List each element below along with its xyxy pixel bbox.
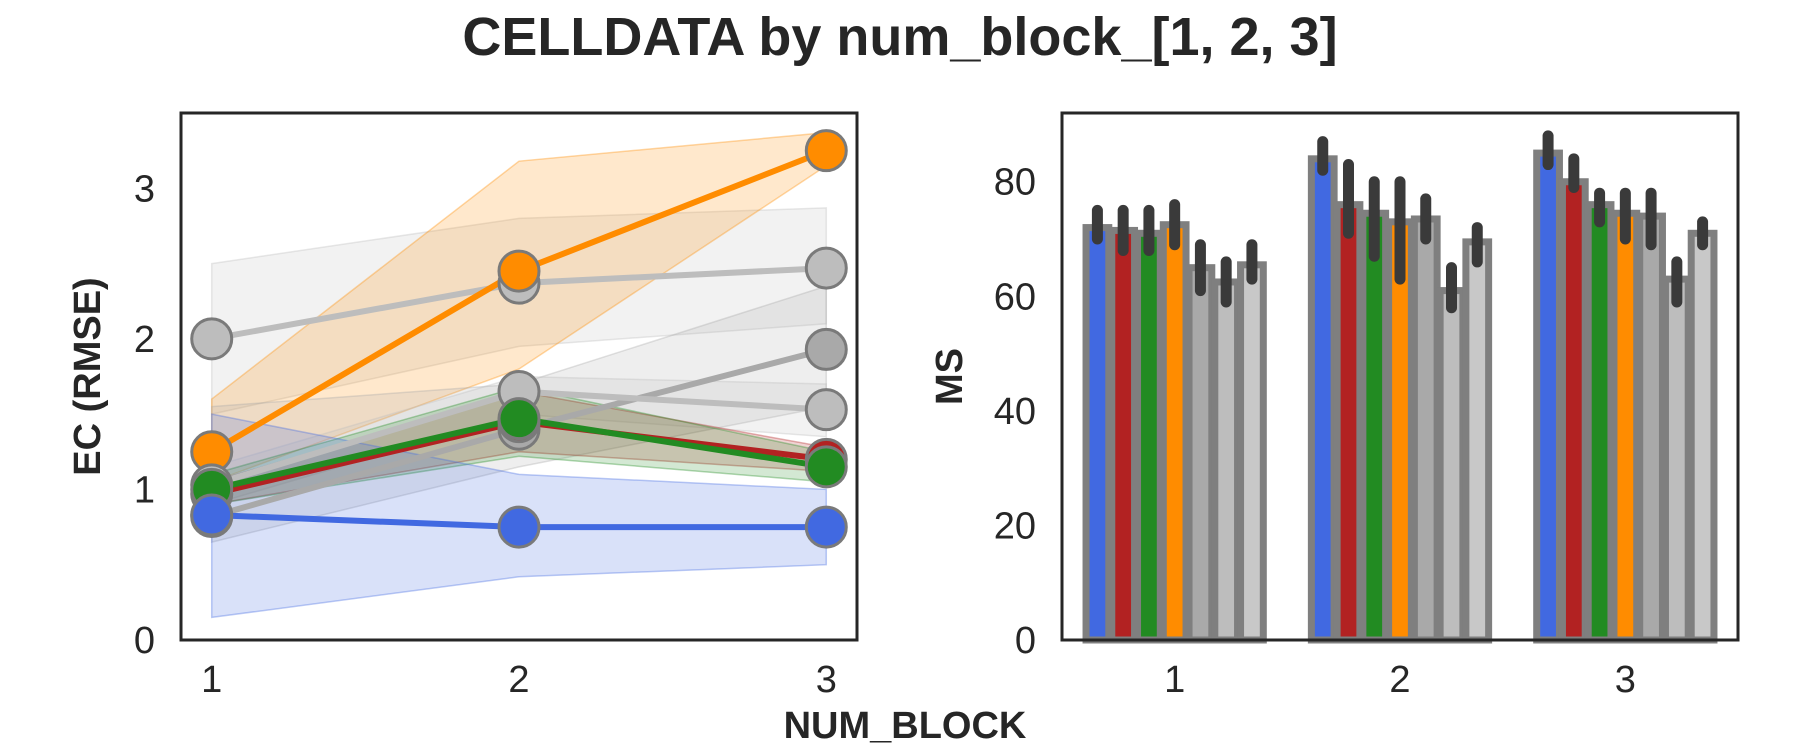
- y-tick-label: 20: [994, 505, 1036, 547]
- bar-0-6: [1237, 261, 1267, 644]
- plot-frame: [1060, 111, 1740, 642]
- bar-0-0: [1082, 224, 1113, 644]
- bar-2-0: [1533, 149, 1563, 644]
- bar-0-5: [1211, 278, 1242, 644]
- bar-2-1: [1558, 178, 1589, 644]
- series-point-5-1: [497, 397, 541, 441]
- series-point-1-2: [804, 129, 848, 173]
- series-point-6-2: [804, 505, 848, 549]
- x-tick-label: 1: [1164, 659, 1185, 701]
- y-tick-label: 40: [994, 391, 1036, 433]
- y-tick-label: 1: [134, 469, 155, 511]
- series-point-6-1: [497, 505, 541, 549]
- series-points: [190, 129, 848, 549]
- x-tick-label: 2: [508, 659, 529, 701]
- y-tick-label: 2: [134, 319, 155, 361]
- y-tick-label: 0: [134, 620, 155, 662]
- bar-2-3: [1610, 209, 1641, 644]
- bar-2-6: [1687, 229, 1718, 644]
- bar-2-2: [1584, 201, 1615, 644]
- series-point-1-1: [497, 249, 541, 293]
- x-tick-label: 2: [1389, 659, 1410, 701]
- y-tick-label: 60: [994, 276, 1036, 318]
- line-chart-panel: 0 1 2 3 1 2 3 EC (RMSE): [67, 111, 859, 701]
- plot-frame: [179, 111, 859, 642]
- bar-2-4: [1636, 212, 1666, 644]
- bar-1-6: [1462, 238, 1493, 644]
- error-bars: [1091, 130, 1709, 314]
- bar-1-4: [1410, 215, 1441, 644]
- y-tick-label: 80: [994, 162, 1036, 204]
- bar-0-3: [1159, 221, 1190, 644]
- bar-1-5: [1436, 287, 1467, 644]
- y-tick-labels: 0 1 2 3: [134, 168, 155, 662]
- x-tick-labels: 1 2 3: [201, 659, 837, 701]
- x-tick-label: 3: [816, 659, 837, 701]
- y-tick-label: 3: [134, 168, 155, 210]
- x-tick-label: 3: [1615, 659, 1636, 701]
- figure-title: CELLDATA by num_block_[1, 2, 3]: [462, 7, 1337, 67]
- y-axis-label: MS: [929, 348, 971, 405]
- series-point-0-0: [190, 317, 234, 361]
- x-tick-labels: 1 2 3: [1164, 659, 1636, 701]
- bar-chart-panel: 0 20 40 60 80 1 2 3 MS: [929, 111, 1740, 701]
- series-point-2-2: [804, 327, 848, 371]
- bars: [1082, 149, 1718, 644]
- bar-1-2: [1359, 209, 1390, 644]
- y-tick-label: 0: [1015, 620, 1036, 662]
- bar-1-0: [1307, 155, 1338, 644]
- bar-0-1: [1108, 226, 1139, 644]
- series-point-0-2: [804, 246, 848, 290]
- series-point-5-2: [804, 445, 848, 489]
- bar-1-1: [1333, 201, 1364, 644]
- bar-0-4: [1185, 264, 1216, 644]
- series-point-3-2: [804, 388, 848, 432]
- bar-0-2: [1134, 229, 1164, 644]
- series-point-6-0: [190, 493, 234, 537]
- bar-2-5: [1661, 275, 1692, 644]
- x-tick-label: 1: [201, 659, 222, 701]
- x-axis-label: NUM_BLOCK: [784, 705, 1027, 747]
- y-tick-labels: 0 20 40 60 80: [994, 162, 1036, 662]
- y-axis-label: EC (RMSE): [67, 277, 109, 475]
